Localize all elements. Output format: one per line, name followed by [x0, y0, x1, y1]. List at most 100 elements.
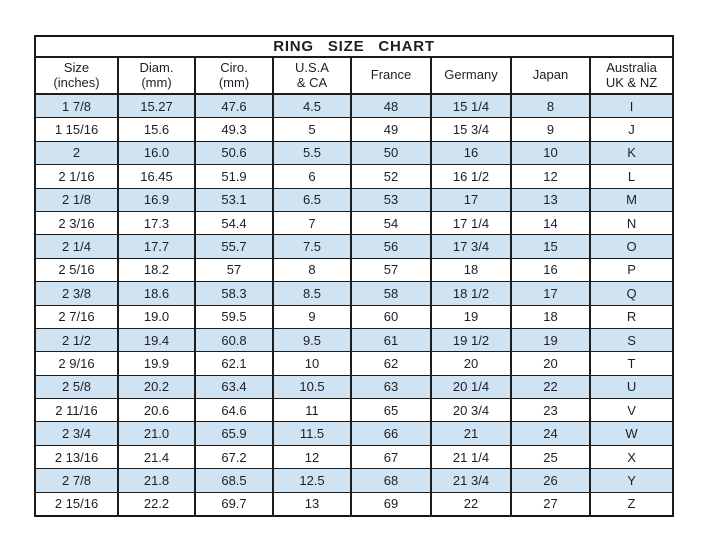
table-cell: 2 5/16 [34, 257, 119, 283]
table-cell: 47.6 [194, 93, 274, 119]
table-row: 2 3/8 18.6 58.3 8.5 58 18 1/2 17 Q [34, 281, 675, 306]
table-cell: 68 [350, 468, 432, 493]
table-cell: 50.6 [194, 140, 274, 166]
table-cell: 60.8 [194, 327, 274, 353]
table-cell: 63.4 [194, 374, 274, 400]
table-cell: 2 13/16 [34, 444, 119, 470]
table-cell: Z [588, 491, 675, 517]
column-header-line2: (inches) [53, 74, 100, 90]
table-cell: 18.2 [117, 257, 196, 283]
table-cell: 2 3/16 [34, 210, 119, 236]
table-cell: 17 [510, 281, 591, 306]
table-cell: 16 1/2 [430, 164, 512, 189]
table-cell: 17 3/4 [430, 234, 512, 259]
table-row: 1 15/16 15.6 49.3 5 49 15 3/4 9 J [34, 117, 675, 142]
table-cell: 50 [350, 140, 432, 166]
table-cell: 20 [510, 351, 591, 376]
table-cell: 69 [350, 491, 432, 517]
table-cell: 14 [510, 210, 591, 236]
table-cell: 27 [510, 491, 591, 517]
table-cell: 6.5 [272, 187, 352, 212]
column-header-5: Germany [430, 56, 512, 95]
table-cell: 22.2 [117, 491, 196, 517]
table-cell: L [588, 164, 675, 189]
table-cell: 60 [350, 304, 432, 329]
table-cell: 2 9/16 [34, 351, 119, 376]
table-cell: Q [588, 281, 675, 306]
table-cell: 23 [510, 398, 591, 423]
table-row: 2 3/16 17.3 54.4 7 54 17 1/4 14 N [34, 210, 675, 236]
table-cell: 62.1 [194, 351, 274, 376]
table-cell: 2 3/8 [34, 281, 119, 306]
table-cell: 66 [350, 421, 432, 446]
table-row: 2 7/16 19.0 59.5 9 60 19 18 R [34, 304, 675, 329]
table-cell: 10 [272, 351, 352, 376]
table-cell: 21 [430, 421, 512, 446]
table-cell: 53 [350, 187, 432, 212]
table-cell: 55.7 [194, 234, 274, 259]
table-cell: 19.0 [117, 304, 196, 329]
table-row: 2 5/16 18.2 57 8 57 18 16 P [34, 257, 675, 283]
table-cell: 64.6 [194, 398, 274, 423]
table-cell: 65.9 [194, 421, 274, 446]
table-cell: 8.5 [272, 281, 352, 306]
table-cell: 9 [272, 304, 352, 329]
table-cell: 10 [510, 140, 591, 166]
table-cell: T [588, 351, 675, 376]
table-cell: 65 [350, 398, 432, 423]
table-cell: Y [588, 468, 675, 493]
table-cell: P [588, 257, 675, 283]
table-cell: 49 [350, 117, 432, 142]
table-cell: 12 [510, 164, 591, 189]
column-header-7: Australia UK & NZ [588, 56, 675, 95]
table-cell: 2 7/16 [34, 304, 119, 329]
table-cell: 21 1/4 [430, 444, 512, 470]
table-cell: 54.4 [194, 210, 274, 236]
table-cell: 17 [430, 187, 512, 212]
table-cell: 59.5 [194, 304, 274, 329]
table-cell: 9.5 [272, 327, 352, 353]
table-row: 2 1/16 16.45 51.9 6 52 16 1/2 12 L [34, 164, 675, 189]
column-header-line1: U.S.A [295, 59, 329, 75]
table-cell: J [588, 117, 675, 142]
table-cell: 10.5 [272, 374, 352, 400]
table-cell: 17 1/4 [430, 210, 512, 236]
table-cell: 22 [510, 374, 591, 400]
column-header-line2: (mm) [141, 74, 172, 90]
column-header-line1: Australia [606, 59, 657, 75]
table-cell: 17.3 [117, 210, 196, 236]
table-cell: 25 [510, 444, 591, 470]
table-cell: 67 [350, 444, 432, 470]
table-row: 1 7/8 15.27 47.6 4.5 48 15 1/4 8 I [34, 93, 675, 119]
table-row: 2 7/8 21.8 68.5 12.5 68 21 3/4 26 Y [34, 468, 675, 493]
column-header-line2: & CA [296, 74, 328, 90]
table-cell: 15 [510, 234, 591, 259]
table-cell: I [588, 93, 675, 119]
table-row: 2 1/2 19.4 60.8 9.5 61 19 1/2 19 S [34, 327, 675, 353]
table-cell: S [588, 327, 675, 353]
table-cell: 17.7 [117, 234, 196, 259]
column-header-2: Ciro. (mm) [194, 56, 274, 95]
table-cell: 19.9 [117, 351, 196, 376]
table-cell: 2 [34, 140, 119, 166]
table-row: 2 3/4 21.0 65.9 11.5 66 21 24 W [34, 421, 675, 446]
table-cell: 11 [272, 398, 352, 423]
table-cell: 15.6 [117, 117, 196, 142]
column-header-line1: Japan [532, 67, 569, 83]
table-cell: 67.2 [194, 444, 274, 470]
table-cell: 21.0 [117, 421, 196, 446]
table-cell: 15.27 [117, 93, 196, 119]
table-cell: K [588, 140, 675, 166]
table-row: 2 11/16 20.6 64.6 11 65 20 3/4 23 V [34, 398, 675, 423]
table-cell: 13 [272, 491, 352, 517]
table-cell: 18.6 [117, 281, 196, 306]
column-header-line2: (mm) [218, 74, 250, 90]
table-cell: 19 [510, 327, 591, 353]
column-header-line2: UK & NZ [605, 74, 658, 90]
table-cell: O [588, 234, 675, 259]
table-cell: 2 7/8 [34, 468, 119, 493]
table-cell: 49.3 [194, 117, 274, 142]
table-cell: 48 [350, 93, 432, 119]
table-cell: 8 [510, 93, 591, 119]
